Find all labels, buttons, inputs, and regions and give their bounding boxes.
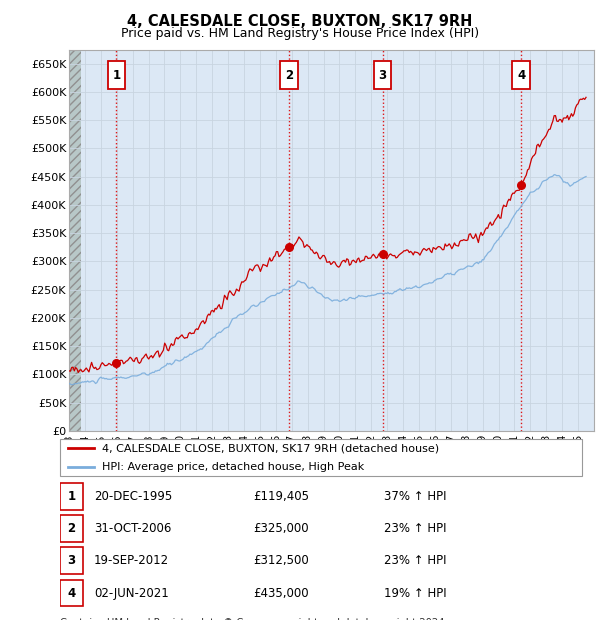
Text: 02-JUN-2021: 02-JUN-2021 [94,587,169,600]
Text: 19% ↑ HPI: 19% ↑ HPI [383,587,446,600]
Bar [60,483,83,510]
Text: 23% ↑ HPI: 23% ↑ HPI [383,522,446,535]
Text: £435,000: £435,000 [253,587,309,600]
Text: 19-SEP-2012: 19-SEP-2012 [94,554,169,567]
Text: 37% ↑ HPI: 37% ↑ HPI [383,490,446,503]
Text: 4, CALESDALE CLOSE, BUXTON, SK17 9RH (detached house): 4, CALESDALE CLOSE, BUXTON, SK17 9RH (de… [102,443,439,453]
Text: 3: 3 [379,69,387,81]
Text: 2: 2 [285,69,293,81]
Bar [512,61,530,89]
Text: £119,405: £119,405 [253,490,309,503]
Bar [280,61,298,89]
Bar [60,580,83,606]
Text: 4, CALESDALE CLOSE, BUXTON, SK17 9RH: 4, CALESDALE CLOSE, BUXTON, SK17 9RH [127,14,473,29]
Text: £325,000: £325,000 [253,522,309,535]
Text: 1: 1 [112,69,121,81]
Text: 23% ↑ HPI: 23% ↑ HPI [383,554,446,567]
Bar [69,35,81,431]
Text: Contains HM Land Registry data © Crown copyright and database right 2024.
This d: Contains HM Land Registry data © Crown c… [60,618,448,620]
Bar [60,515,83,542]
Text: 4: 4 [67,587,76,600]
Text: 1: 1 [67,490,76,503]
Text: 2: 2 [67,522,76,535]
Text: HPI: Average price, detached house, High Peak: HPI: Average price, detached house, High… [102,462,364,472]
Bar [107,61,125,89]
Text: 3: 3 [67,554,76,567]
Text: 20-DEC-1995: 20-DEC-1995 [94,490,172,503]
Text: Price paid vs. HM Land Registry's House Price Index (HPI): Price paid vs. HM Land Registry's House … [121,27,479,40]
Bar [374,61,391,89]
Text: 4: 4 [517,69,525,81]
Text: 31-OCT-2006: 31-OCT-2006 [94,522,172,535]
Text: £312,500: £312,500 [253,554,309,567]
Bar [60,547,83,574]
